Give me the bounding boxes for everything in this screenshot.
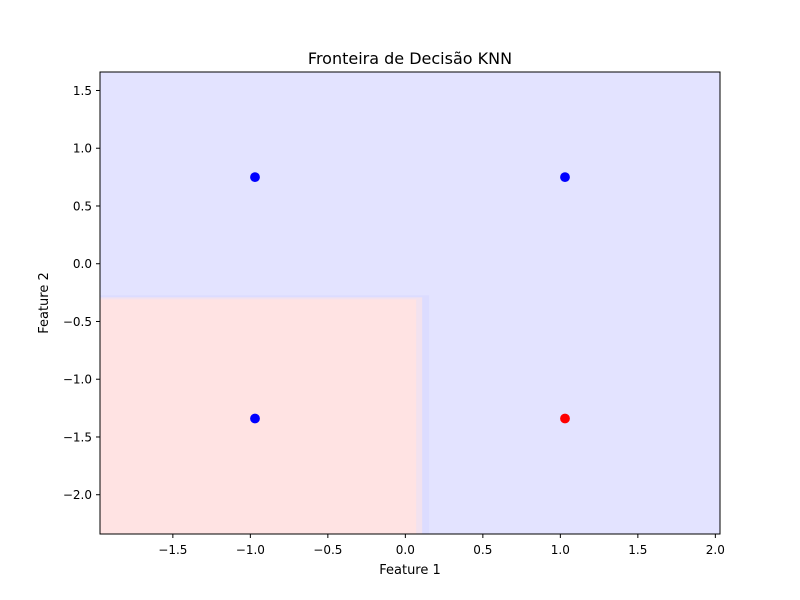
data-point-1 (250, 172, 260, 183)
y-axis: 1.5 1.0 0.5 0.0 −0.5 −1.0 −1.5 −2.0 (63, 84, 100, 502)
data-point-3 (250, 413, 260, 424)
y-tick-label: 1.0 (73, 142, 92, 156)
x-tick-label: 1.5 (628, 543, 647, 557)
data-point-2 (560, 172, 570, 183)
y-axis-label: Feature 2 (37, 272, 52, 334)
x-tick-label: −1.0 (236, 543, 265, 557)
x-tick-label: −1.5 (158, 543, 187, 557)
chart-title: Fronteira de Decisão KNN (308, 49, 512, 68)
plot-frame (99, 71, 721, 535)
y-tick-label: 1.5 (73, 84, 92, 98)
y-tick-label: 0.5 (73, 199, 92, 213)
x-tick-label: 0.0 (396, 543, 415, 557)
y-tick-label: −1.5 (63, 430, 92, 444)
y-tick-label: −1.0 (63, 373, 92, 387)
x-tick-label: 0.5 (473, 543, 492, 557)
y-tick-label: −2.0 (63, 488, 92, 502)
x-axis-label: Feature 1 (379, 563, 441, 578)
plot-area (99, 71, 721, 535)
y-tick-label: −0.5 (63, 315, 92, 329)
y-tick-label: 0.0 (73, 257, 92, 271)
x-tick-label: 1.0 (551, 543, 570, 557)
x-tick-label: 2.0 (706, 543, 725, 557)
x-tick-label: −0.5 (313, 543, 342, 557)
data-point-4 (560, 413, 570, 424)
x-axis: −1.5 −1.0 −0.5 0.0 0.5 1.0 1.5 2.0 (158, 534, 725, 557)
